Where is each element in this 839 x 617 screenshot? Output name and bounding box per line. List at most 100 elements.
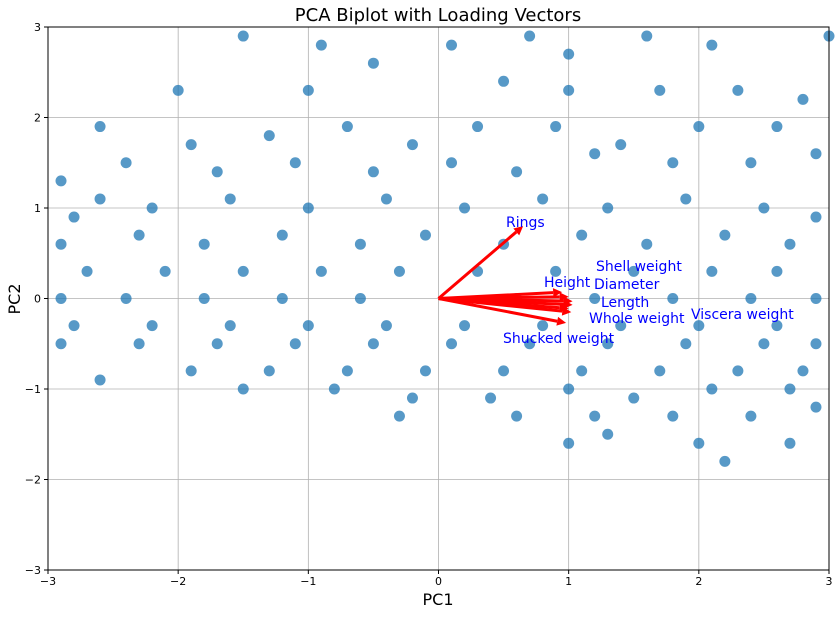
- scatter-point: [276, 229, 288, 241]
- scatter-point: [94, 374, 106, 386]
- scatter-point: [810, 293, 822, 304]
- scatter-point: [302, 84, 314, 96]
- scatter-point: [628, 392, 640, 404]
- vector-label: Length: [601, 295, 649, 311]
- scatter-point: [680, 193, 692, 205]
- scatter-point: [380, 320, 392, 332]
- y-tick-label: 1: [34, 202, 41, 215]
- scatter-point: [341, 121, 353, 133]
- vector-label: Whole weight: [589, 311, 685, 327]
- scatter-point: [172, 84, 184, 96]
- scatter-point: [654, 365, 666, 377]
- scatter-point: [446, 338, 458, 350]
- scatter-point: [667, 157, 679, 169]
- loading-vector-rings: [437, 230, 518, 300]
- scatter-point: [367, 166, 379, 178]
- loading-vector-head: [559, 303, 569, 313]
- loading-vector-viscera-weight: [438, 297, 560, 310]
- scatter-point: [68, 320, 80, 332]
- scatter-point: [276, 293, 288, 304]
- scatter-point: [771, 265, 783, 277]
- scatter-point: [784, 437, 796, 449]
- y-tick-label: −2: [25, 474, 41, 487]
- scatter-point: [706, 383, 718, 395]
- vector-label: Diameter: [594, 277, 660, 293]
- x-tick-label: −3: [40, 575, 56, 588]
- scatter-point: [693, 320, 705, 332]
- loading-vector-head: [563, 299, 573, 309]
- scatter-point: [576, 229, 588, 241]
- scatter-point: [641, 30, 653, 42]
- scatter-point: [524, 30, 536, 42]
- scatter-point: [589, 148, 601, 160]
- scatter-point: [55, 175, 67, 187]
- scatter-point: [667, 293, 679, 304]
- scatter-point: [745, 410, 757, 422]
- scatter-point: [289, 157, 301, 169]
- x-tick-label: 2: [695, 575, 702, 588]
- vector-label: Shell weight: [596, 259, 682, 275]
- vector-label: Height: [544, 275, 591, 291]
- scatter-point: [354, 238, 366, 250]
- scatter-point: [693, 437, 705, 449]
- scatter-point: [810, 148, 822, 160]
- scatter-point: [784, 383, 796, 395]
- scatter-point: [224, 193, 236, 205]
- scatter-point: [732, 365, 744, 377]
- vector-labels-layer: Rings Height Shell weight Diameter LengthWho…: [503, 215, 794, 347]
- scatter-point: [615, 320, 627, 332]
- scatter-point: [198, 238, 210, 250]
- scatter-point: [406, 392, 418, 404]
- scatter-point: [550, 121, 562, 133]
- x-tick-label: 0: [435, 575, 442, 588]
- y-tick-label: −3: [25, 564, 41, 577]
- scatter-point: [185, 365, 197, 377]
- vector-label: Viscera weight: [691, 307, 794, 323]
- scatter-point: [328, 383, 340, 395]
- scatter-point: [602, 202, 614, 214]
- scatter-point: [446, 157, 458, 169]
- scatter-point: [55, 338, 67, 350]
- chart-title: PCA Biplot with Loading Vectors: [295, 5, 581, 26]
- scatter-point: [771, 320, 783, 332]
- scatter-point: [419, 365, 431, 377]
- x-tick-label: −1: [300, 575, 316, 588]
- scatter-point: [641, 238, 653, 250]
- scatter-point: [459, 320, 471, 332]
- y-tick-label: 0: [34, 293, 41, 306]
- x-tick-label: 1: [565, 575, 572, 588]
- scatter-point: [302, 202, 314, 214]
- y-tick-label: 3: [34, 21, 41, 34]
- scatter-point: [797, 93, 809, 105]
- scatter-point: [537, 193, 549, 205]
- scatter-point: [602, 428, 614, 440]
- x-axis-label: PC1: [423, 590, 454, 609]
- scatter-point: [315, 265, 327, 277]
- scatter-point: [797, 365, 809, 377]
- scatter-point: [511, 410, 523, 422]
- scatter-point: [133, 229, 145, 241]
- scatter-point: [354, 293, 366, 304]
- scatter-point: [485, 392, 497, 404]
- scatter-point: [784, 238, 796, 250]
- scatter-point: [810, 211, 822, 223]
- scatter-point: [341, 365, 353, 377]
- scatter-point: [159, 265, 171, 277]
- scatter-point: [758, 202, 770, 214]
- scatter-point: [185, 139, 197, 151]
- scatter-point: [211, 338, 223, 350]
- scatter-point: [589, 410, 601, 422]
- scatter-point: [446, 39, 458, 51]
- y-tick-label: −1: [25, 383, 41, 396]
- scatter-point: [810, 401, 822, 413]
- x-tick-label: 3: [826, 575, 833, 588]
- scatter-point: [302, 320, 314, 332]
- scatter-point: [393, 265, 405, 277]
- scatter-point: [146, 202, 158, 214]
- scatter-point: [367, 57, 379, 69]
- scatter-point: [120, 157, 132, 169]
- scatter-point: [146, 320, 158, 332]
- scatter-point: [563, 84, 575, 96]
